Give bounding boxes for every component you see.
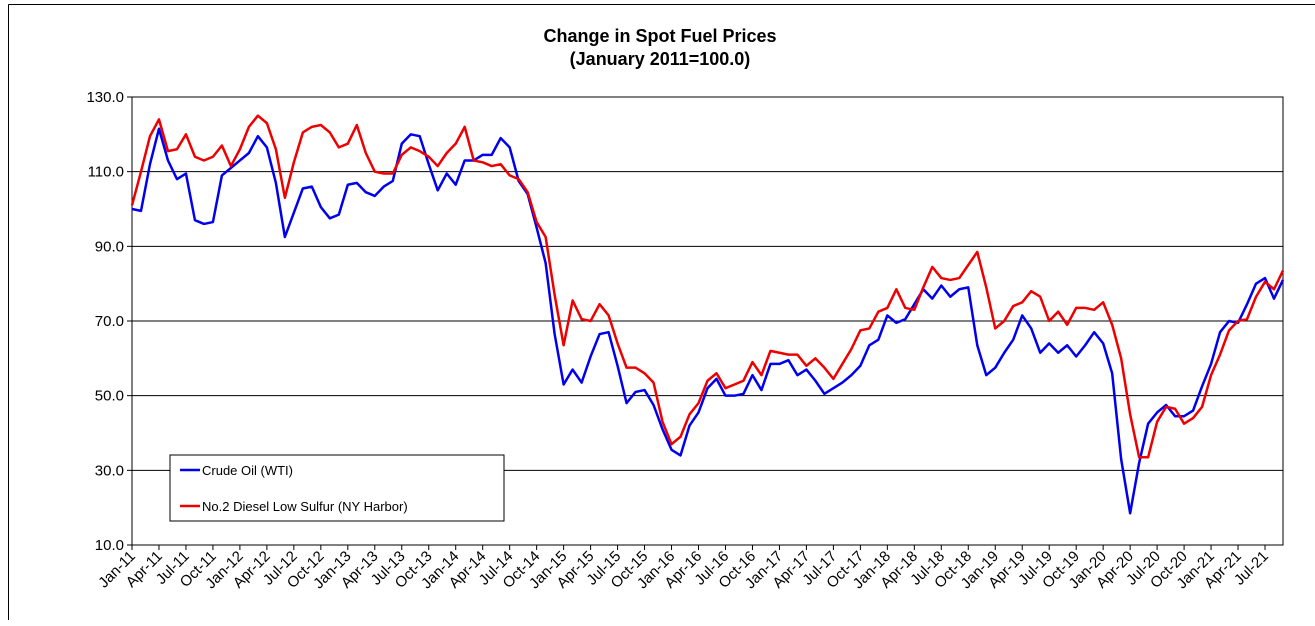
y-tick-label: 10.0 (95, 537, 124, 554)
y-tick-label: 30.0 (95, 462, 124, 479)
y-tick-label: 90.0 (95, 238, 124, 255)
plot-area (131, 96, 1284, 546)
y-tick-label: 110.0 (88, 164, 124, 181)
y-tick-label: 130.0 (86, 89, 124, 106)
y-tick-label: 50.0 (95, 388, 124, 405)
legend-box (169, 454, 505, 522)
legend-label: Crude Oil (WTI) (202, 463, 293, 478)
chart-subtitle: (January 2011=100.0) (570, 49, 751, 69)
series-line (130, 114, 1285, 459)
chart-title: Change in Spot Fuel Prices (543, 26, 776, 46)
y-tick-label: 70.0 (95, 313, 124, 330)
legend-label: No.2 Diesel Low Sulfur (NY Harbor) (202, 499, 408, 514)
series-line (131, 127, 1285, 515)
